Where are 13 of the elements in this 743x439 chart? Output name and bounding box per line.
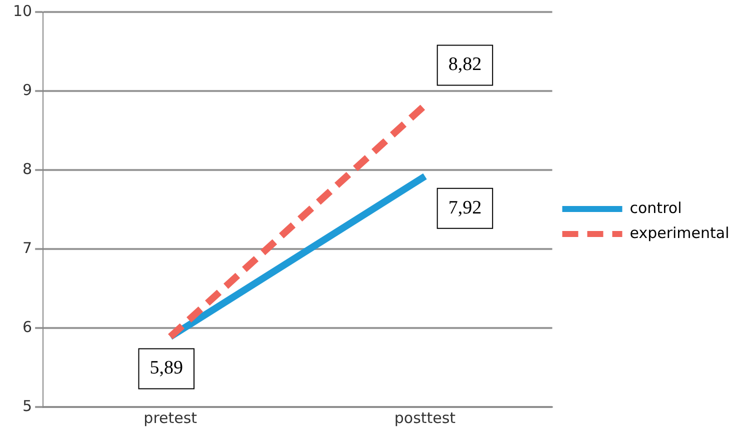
y-tick-label: 5: [22, 396, 32, 415]
y-tick-label: 8: [22, 160, 32, 178]
y-tick-label: 10: [12, 2, 32, 20]
data-label: 7,92: [448, 197, 482, 218]
x-tick-label: posttest: [394, 408, 456, 427]
y-tick-label: 7: [22, 238, 32, 257]
y-tick-label: 9: [22, 80, 32, 99]
data-label: 5,89: [150, 358, 184, 379]
y-tick-label: 6: [22, 318, 32, 336]
x-tick-label: pretest: [144, 408, 198, 427]
legend-label: control: [630, 198, 682, 217]
data-label: 8,82: [448, 54, 482, 76]
legend-label: experimental: [630, 224, 730, 242]
